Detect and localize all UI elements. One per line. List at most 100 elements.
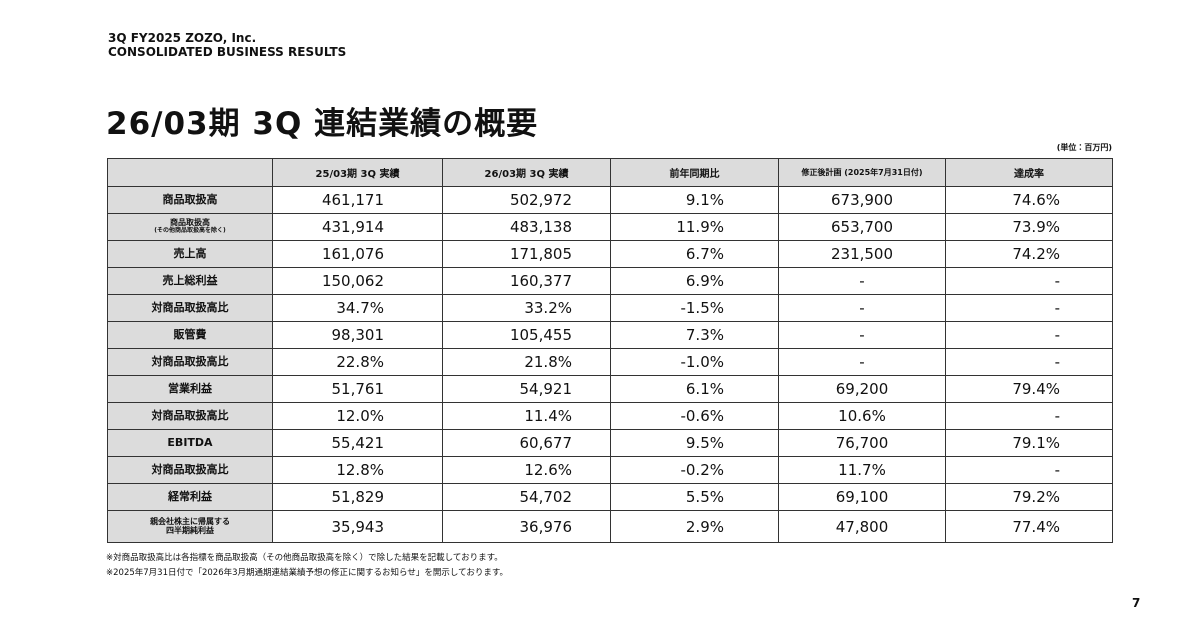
value-cell: 6.7% — [610, 240, 779, 268]
value-cell: 54,921 — [442, 375, 611, 403]
row-label-line: 四半期純利益 — [166, 525, 214, 535]
value-cell: 98,301 — [272, 321, 443, 349]
value-cell: 69,100 — [778, 483, 946, 511]
value-cell: 11.9% — [610, 213, 779, 241]
row-label-line: 対商品取扱高比 — [151, 462, 229, 476]
value-cell: 12.6% — [442, 456, 611, 484]
value-cell: 47,800 — [778, 510, 946, 543]
row-label-line: 商品取扱高 — [170, 218, 210, 228]
header-cell: 達成率 — [945, 158, 1113, 187]
header-line: CONSOLIDATED BUSINESS RESULTS — [108, 45, 347, 59]
table-row: 商品取扱高 (その他商品取扱高を除く) 431,914 483,138 11.9% 653… — [107, 213, 1113, 241]
value-cell: 11.7% — [778, 456, 946, 484]
value-cell: - — [778, 348, 946, 376]
table-row: 親会社株主に帰属する 四半期純利益 35,943 36,976 2.9% 47,800 77… — [107, 510, 1113, 543]
row-label: 営業利益 — [107, 375, 273, 403]
value-cell: 9.1% — [610, 186, 779, 214]
header-line: 3Q FY2025 ZOZO, Inc. — [108, 31, 257, 45]
value-cell: 6.1% — [610, 375, 779, 403]
value-cell: -0.6% — [610, 402, 779, 430]
value-cell: 69,200 — [778, 375, 946, 403]
table-row: 商品取扱高 461,171 502,972 9.1% 673,900 74.6% — [107, 186, 1113, 214]
header-cell: 前年同期比 — [610, 158, 779, 187]
value-cell: - — [945, 348, 1113, 376]
value-cell: 502,972 — [442, 186, 611, 214]
footnote: ※2025年7月31日付で「2026年3月期通期連結業績予想の修正に関するお知ら… — [106, 568, 508, 578]
value-cell: 9.5% — [610, 429, 779, 457]
value-cell: - — [945, 294, 1113, 322]
value-cell: - — [778, 294, 946, 322]
table-row: 売上総利益 150,062 160,377 6.9% - - — [107, 267, 1113, 295]
value-cell: 673,900 — [778, 186, 946, 214]
table-row: 対商品取扱高比 34.7% 33.2% -1.5% - - — [107, 294, 1113, 322]
table-row: 対商品取扱高比 12.0% 11.4% -0.6% 10.6% - — [107, 402, 1113, 430]
value-cell: 76,700 — [778, 429, 946, 457]
row-label-line: EBITDA — [167, 435, 213, 449]
value-cell: 34.7% — [272, 294, 443, 322]
table-row: 売上高 161,076 171,805 6.7% 231,500 74.2% — [107, 240, 1113, 268]
value-cell: 171,805 — [442, 240, 611, 268]
row-label: 親会社株主に帰属する 四半期純利益 — [107, 510, 273, 543]
value-cell: 79.1% — [945, 429, 1113, 457]
row-label: 売上高 — [107, 240, 273, 268]
value-cell: 161,076 — [272, 240, 443, 268]
value-cell: 105,455 — [442, 321, 611, 349]
row-label-line: 対商品取扱高比 — [151, 408, 229, 422]
header-cell: 25/03期 3Q 実績 — [272, 158, 443, 187]
value-cell: 653,700 — [778, 213, 946, 241]
value-cell: 51,829 — [272, 483, 443, 511]
value-cell: - — [778, 267, 946, 295]
table-row: 営業利益 51,761 54,921 6.1% 69,200 79.4% — [107, 375, 1113, 403]
value-cell: 5.5% — [610, 483, 779, 511]
header-cell: 修正後計画 (2025年7月31日付) — [778, 158, 946, 187]
value-cell: 231,500 — [778, 240, 946, 268]
row-label: 対商品取扱高比 — [107, 402, 273, 430]
table-row: 販管費 98,301 105,455 7.3% - - — [107, 321, 1113, 349]
value-cell: - — [945, 456, 1113, 484]
unit-note: (単位：百万円) — [1056, 143, 1112, 152]
value-cell: 74.2% — [945, 240, 1113, 268]
row-label-line: 経常利益 — [168, 489, 212, 503]
row-label: 商品取扱高 (その他商品取扱高を除く) — [107, 213, 273, 241]
value-cell: 11.4% — [442, 402, 611, 430]
footnote: ※対商品取扱高比は各指標を商品取扱高（その他商品取扱高を除く）で除した結果を記載… — [106, 553, 503, 563]
value-cell: - — [945, 321, 1113, 349]
value-cell: 74.6% — [945, 186, 1113, 214]
row-label-line: 商品取扱高 — [162, 192, 218, 206]
row-label: 対商品取扱高比 — [107, 456, 273, 484]
value-cell: 6.9% — [610, 267, 779, 295]
row-label: 対商品取扱高比 — [107, 294, 273, 322]
table-row: EBITDA 55,421 60,677 9.5% 76,700 79.1% — [107, 429, 1113, 457]
row-label-line: 対商品取扱高比 — [151, 300, 229, 314]
row-label-line: 営業利益 — [168, 381, 212, 395]
row-label-line: (その他商品取扱高を除く) — [154, 227, 226, 235]
value-cell: 22.8% — [272, 348, 443, 376]
value-cell: -1.0% — [610, 348, 779, 376]
row-label: 商品取扱高 — [107, 186, 273, 214]
value-cell: 77.4% — [945, 510, 1113, 543]
header-row: 25/03期 3Q 実績 26/03期 3Q 実績 前年同期比 修正後計画 (2025… — [107, 158, 1113, 187]
value-cell: 7.3% — [610, 321, 779, 349]
row-label: 経常利益 — [107, 483, 273, 511]
table-row: 対商品取扱高比 22.8% 21.8% -1.0% - - — [107, 348, 1113, 376]
value-cell: 150,062 — [272, 267, 443, 295]
results-table: 25/03期 3Q 実績 26/03期 3Q 実績 前年同期比 修正後計画 (2025… — [107, 158, 1113, 543]
page-number: 7 — [1132, 596, 1141, 610]
value-cell: 73.9% — [945, 213, 1113, 241]
header-cell: 26/03期 3Q 実績 — [442, 158, 611, 187]
value-cell: 55,421 — [272, 429, 443, 457]
row-label: EBITDA — [107, 429, 273, 457]
value-cell: 36,976 — [442, 510, 611, 543]
table-row: 対商品取扱高比 12.8% 12.6% -0.2% 11.7% - — [107, 456, 1113, 484]
value-cell: 2.9% — [610, 510, 779, 543]
value-cell: 51,761 — [272, 375, 443, 403]
value-cell: - — [945, 402, 1113, 430]
value-cell: 12.8% — [272, 456, 443, 484]
value-cell: 60,677 — [442, 429, 611, 457]
row-label-line: 親会社株主に帰属する — [150, 516, 230, 526]
value-cell: 79.4% — [945, 375, 1113, 403]
value-cell: 12.0% — [272, 402, 443, 430]
value-cell: 10.6% — [778, 402, 946, 430]
